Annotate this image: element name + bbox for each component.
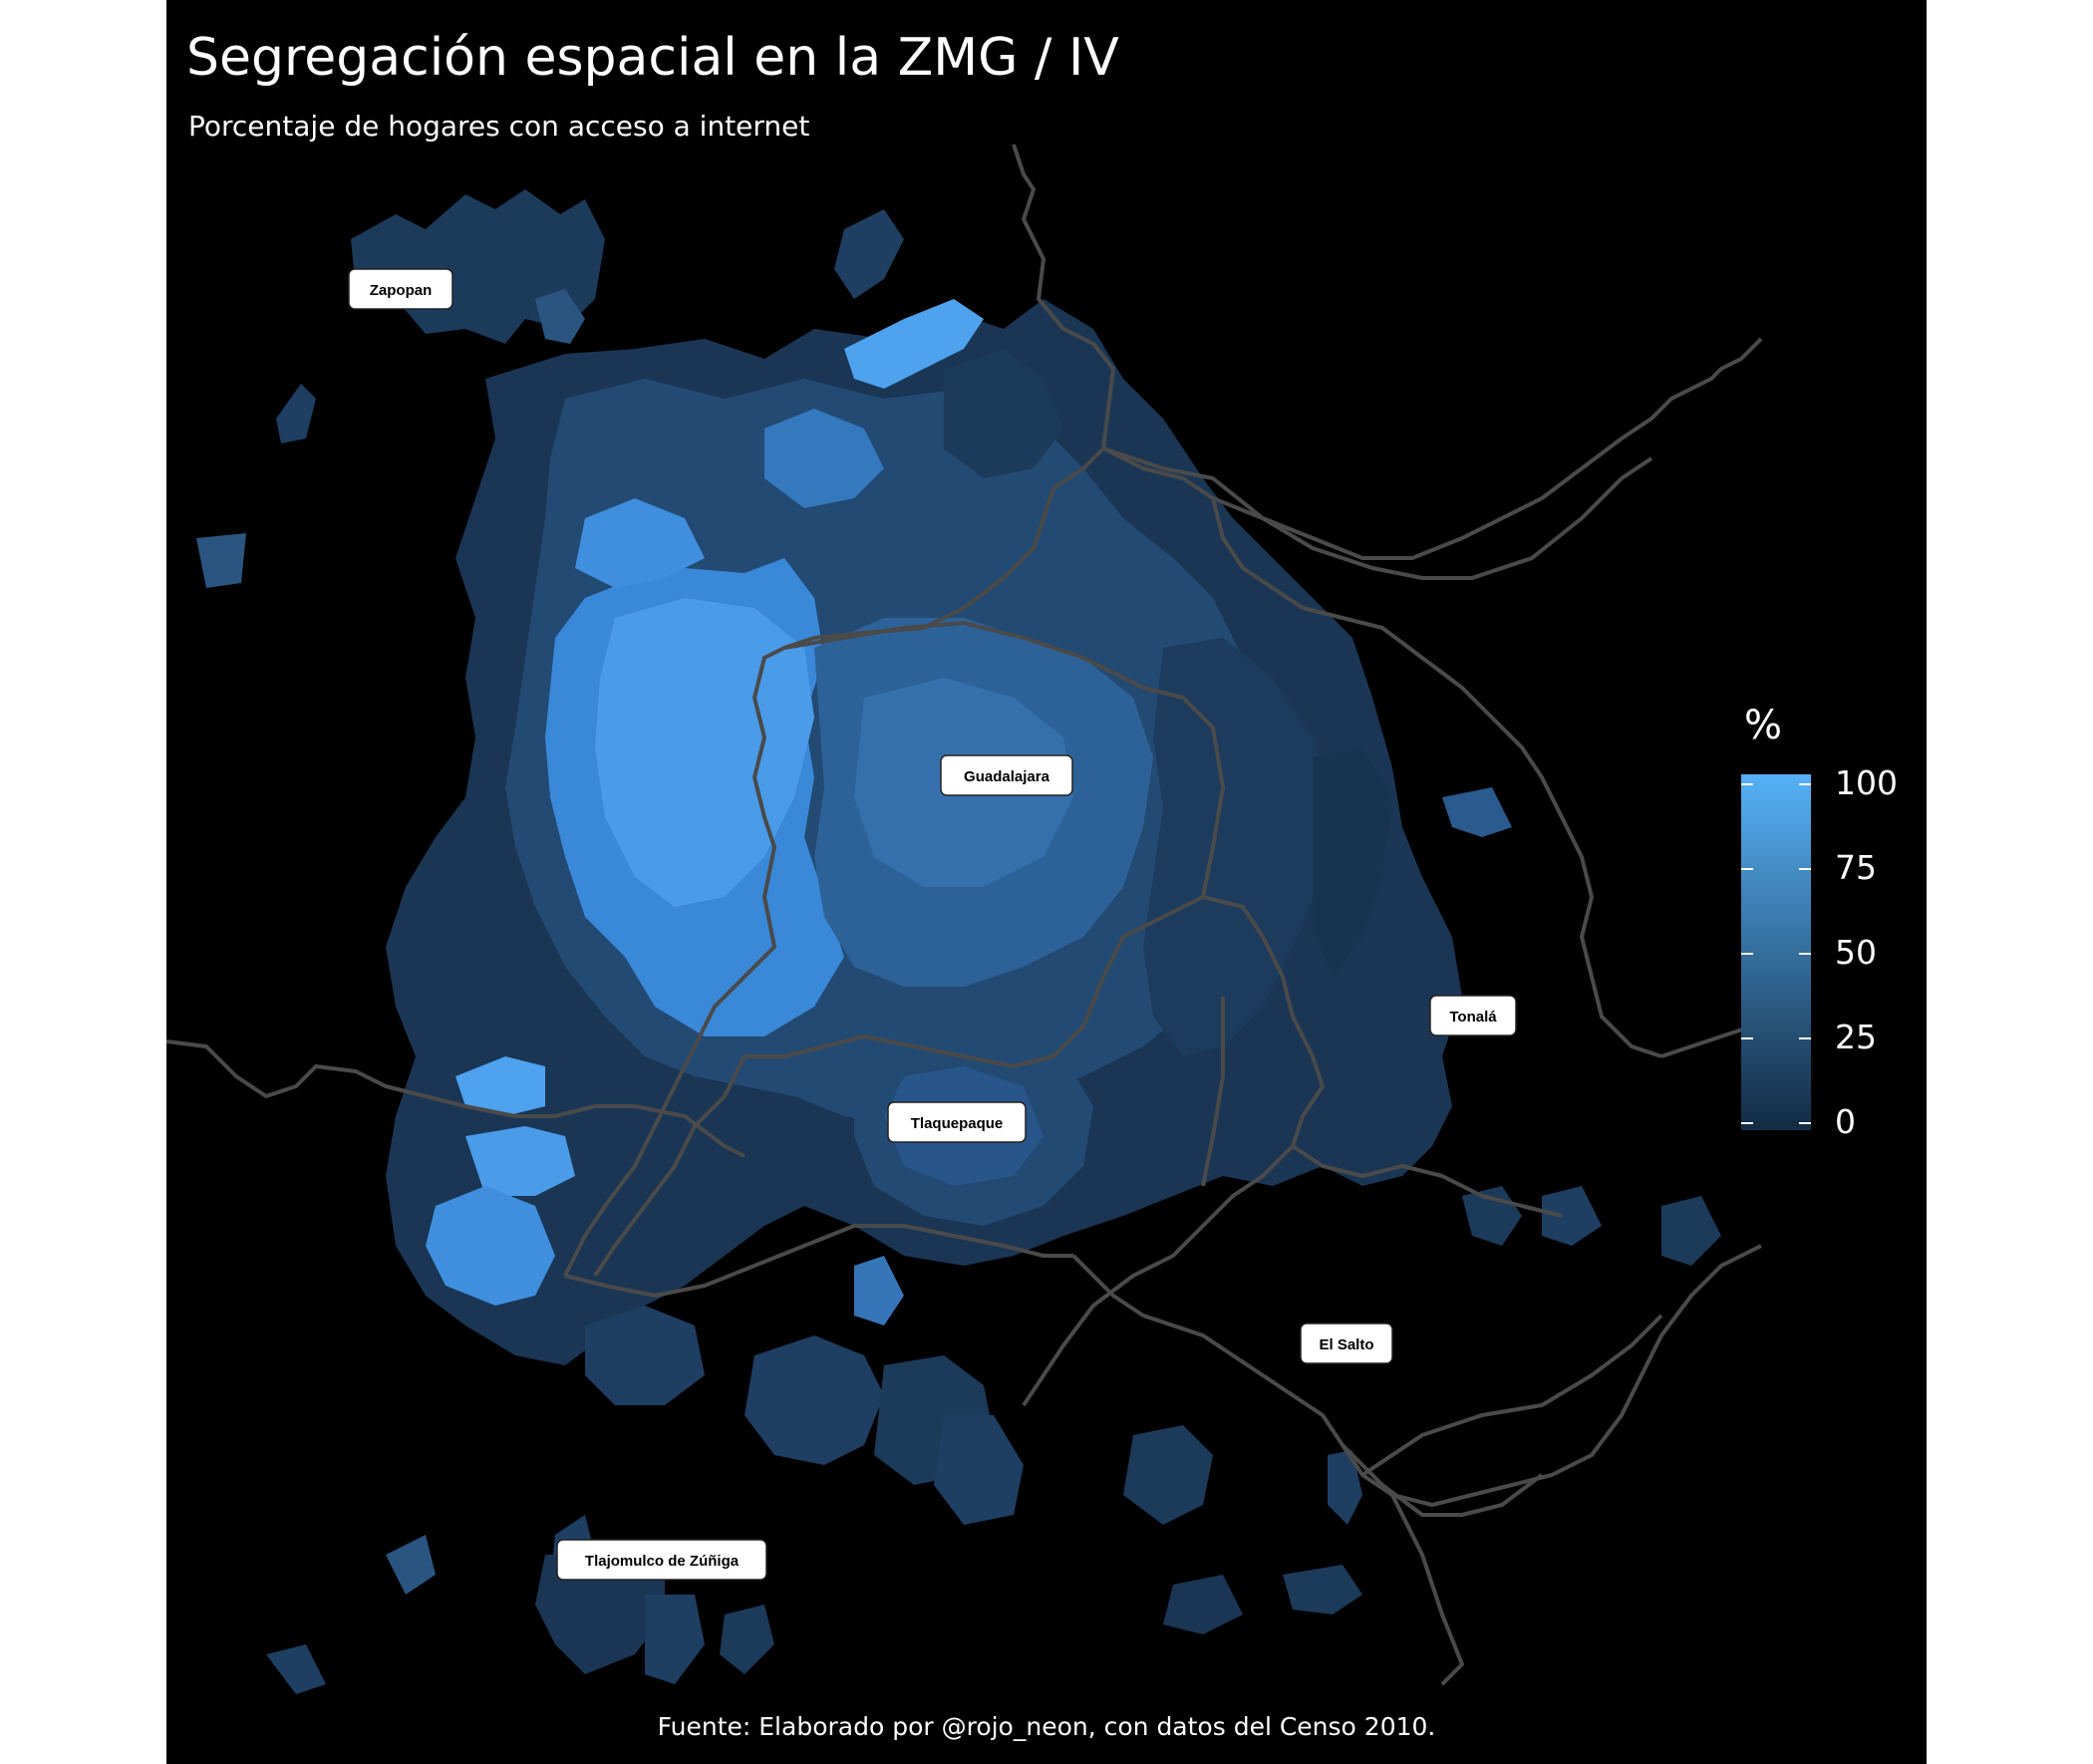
legend-tick-0: 0 [1835,1102,1856,1141]
legend-colorbar [1741,774,1811,1130]
region-south-patches [266,787,1721,1694]
choropleth-map: Zapopan Guadalajara Tonalá Tlaquepaque E… [166,144,1811,1694]
map-canvas: Segregación espacial en la ZMG / IV Porc… [166,0,1927,1764]
svg-text:Tlaquepaque: Tlaquepaque [911,1115,1004,1132]
legend-tick-25: 25 [1835,1018,1877,1056]
label-guadalajara: Guadalajara [940,754,1073,796]
legend-tick-100: 100 [1835,763,1898,802]
label-tonala: Tonalá [1429,995,1517,1036]
svg-text:Guadalajara: Guadalajara [964,768,1050,785]
legend-tick-50: 50 [1835,933,1877,972]
legend-title: % [1744,703,1783,748]
region-metro-core [386,299,1462,1365]
svg-text:Zapopan: Zapopan [370,282,433,299]
map-subtitle: Porcentaje de hogares con acceso a inter… [188,110,810,143]
svg-text:El Salto: El Salto [1319,1336,1373,1353]
municipal-boundaries [166,144,1763,1686]
legend-tick-75: 75 [1835,848,1877,887]
region-zapopan-north [196,189,904,588]
label-el-salto: El Salto [1300,1323,1393,1364]
label-tlajomulco: Tlajomulco de Zúñiga [556,1539,767,1581]
svg-text:Tonalá: Tonalá [1449,1009,1497,1026]
svg-text:Tlajomulco de Zúñiga: Tlajomulco de Zúñiga [585,1553,740,1570]
map-title: Segregación espacial en la ZMG / IV [186,28,1119,88]
label-tlaquepaque: Tlaquepaque [887,1101,1027,1143]
municipality-labels: Zapopan Guadalajara Tonalá Tlaquepaque E… [348,268,1517,1581]
map-caption: Fuente: Elaborado por @rojo_neon, con da… [657,1712,1436,1741]
label-zapopan: Zapopan [348,268,453,310]
region-north-patch [844,299,1063,478]
